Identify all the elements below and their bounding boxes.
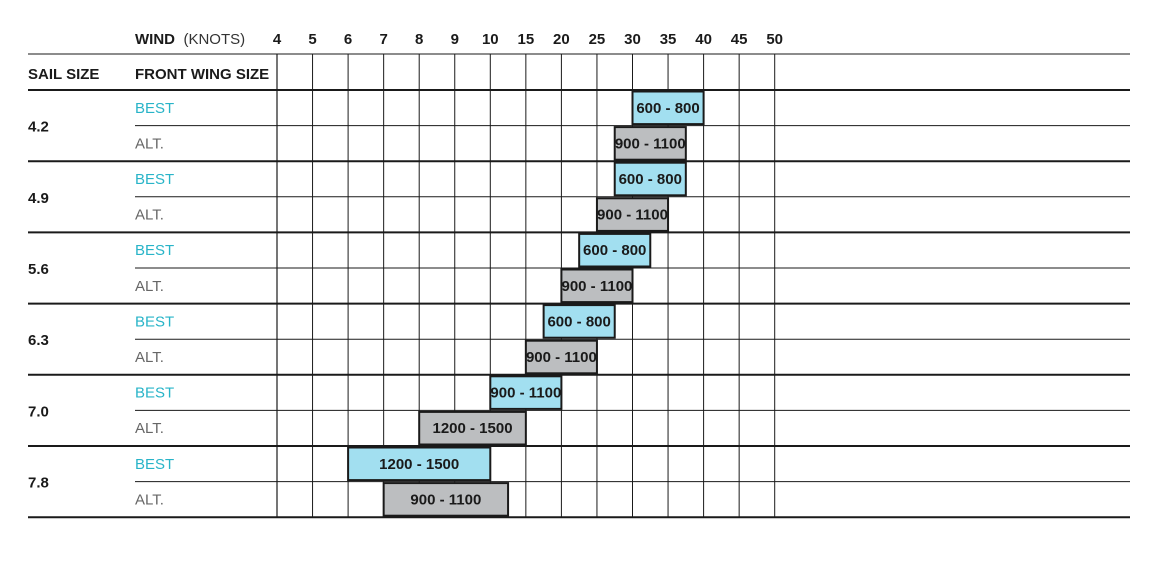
alt-label: ALT.	[135, 278, 164, 295]
x-tick-label: 9	[451, 31, 459, 48]
best-range-bar	[578, 232, 652, 268]
range-label: 600 - 800	[547, 313, 610, 330]
range-label: 900 - 1100	[490, 385, 561, 402]
alt-range-bar	[418, 410, 527, 446]
x-tick-label: 50	[766, 31, 783, 48]
x-tick-label: 5	[308, 31, 316, 48]
x-tick-label: 30	[624, 31, 641, 48]
x-tick-label: 10	[482, 31, 499, 48]
range-label: 900 - 1100	[615, 135, 686, 152]
range-label: 900 - 1100	[526, 349, 597, 366]
alt-range-bar	[382, 482, 510, 517]
sail-size-label: 7.8	[28, 475, 49, 492]
alt-label: ALT.	[135, 135, 164, 152]
range-label: 1200 - 1500	[379, 456, 459, 473]
range-label: 600 - 800	[636, 100, 699, 117]
wind-header: WIND (KNOTS)	[135, 31, 245, 48]
range-label: 900 - 1100	[561, 278, 632, 295]
sail-size-label: 6.3	[28, 332, 49, 349]
x-tick-label: 7	[379, 31, 387, 48]
wind-unit: (KNOTS)	[183, 31, 245, 48]
x-tick-label: 8	[415, 31, 423, 48]
alt-range-bar	[613, 126, 687, 161]
front-wing-header: FRONT WING SIZE	[135, 66, 269, 83]
alt-label: ALT.	[135, 207, 164, 224]
sail-size-label: 4.2	[28, 119, 49, 136]
best-range-bar	[489, 375, 563, 410]
x-tick-label: 20	[553, 31, 570, 48]
sail-size-label: 5.6	[28, 261, 49, 278]
alt-range-bar	[595, 197, 670, 232]
chart-labels: WIND (KNOTS) SAIL SIZE FRONT WING SIZE 4…	[28, 31, 783, 508]
best-label: BEST	[135, 456, 174, 473]
best-label: BEST	[135, 100, 174, 117]
alt-range-bar	[524, 339, 598, 375]
range-label: 600 - 800	[583, 242, 646, 259]
wind-label: WIND	[135, 31, 175, 48]
x-tick-label: 6	[344, 31, 352, 48]
sail-size-label: 7.0	[28, 403, 49, 420]
range-label: 900 - 1100	[597, 207, 668, 224]
x-tick-label: 40	[695, 31, 712, 48]
x-tick-label: 15	[518, 31, 535, 48]
sail-size-header: SAIL SIZE	[28, 66, 99, 83]
best-range-bar	[347, 446, 492, 482]
best-label: BEST	[135, 171, 174, 188]
sail-size-label: 4.9	[28, 190, 49, 207]
x-tick-label: 45	[731, 31, 748, 48]
x-tick-label: 35	[660, 31, 677, 48]
chart-bars: 600 - 800 900 - 1100 600 - 800 900 - 1100 60…	[347, 90, 705, 517]
alt-label: ALT.	[135, 349, 164, 366]
range-label: 900 - 1100	[410, 491, 481, 508]
best-range-bar	[613, 161, 687, 197]
x-tick-label: 4	[273, 31, 282, 48]
x-tick-label: 25	[589, 31, 606, 48]
best-label: BEST	[135, 385, 174, 402]
range-label: 600 - 800	[619, 171, 682, 188]
best-label: BEST	[135, 242, 174, 259]
alt-range-bar	[560, 268, 634, 304]
range-label: 1200 - 1500	[432, 420, 512, 437]
alt-label: ALT.	[135, 491, 164, 508]
best-label: BEST	[135, 313, 174, 330]
best-range-bar	[542, 304, 616, 339]
alt-label: ALT.	[135, 420, 164, 437]
best-range-bar	[631, 90, 705, 126]
